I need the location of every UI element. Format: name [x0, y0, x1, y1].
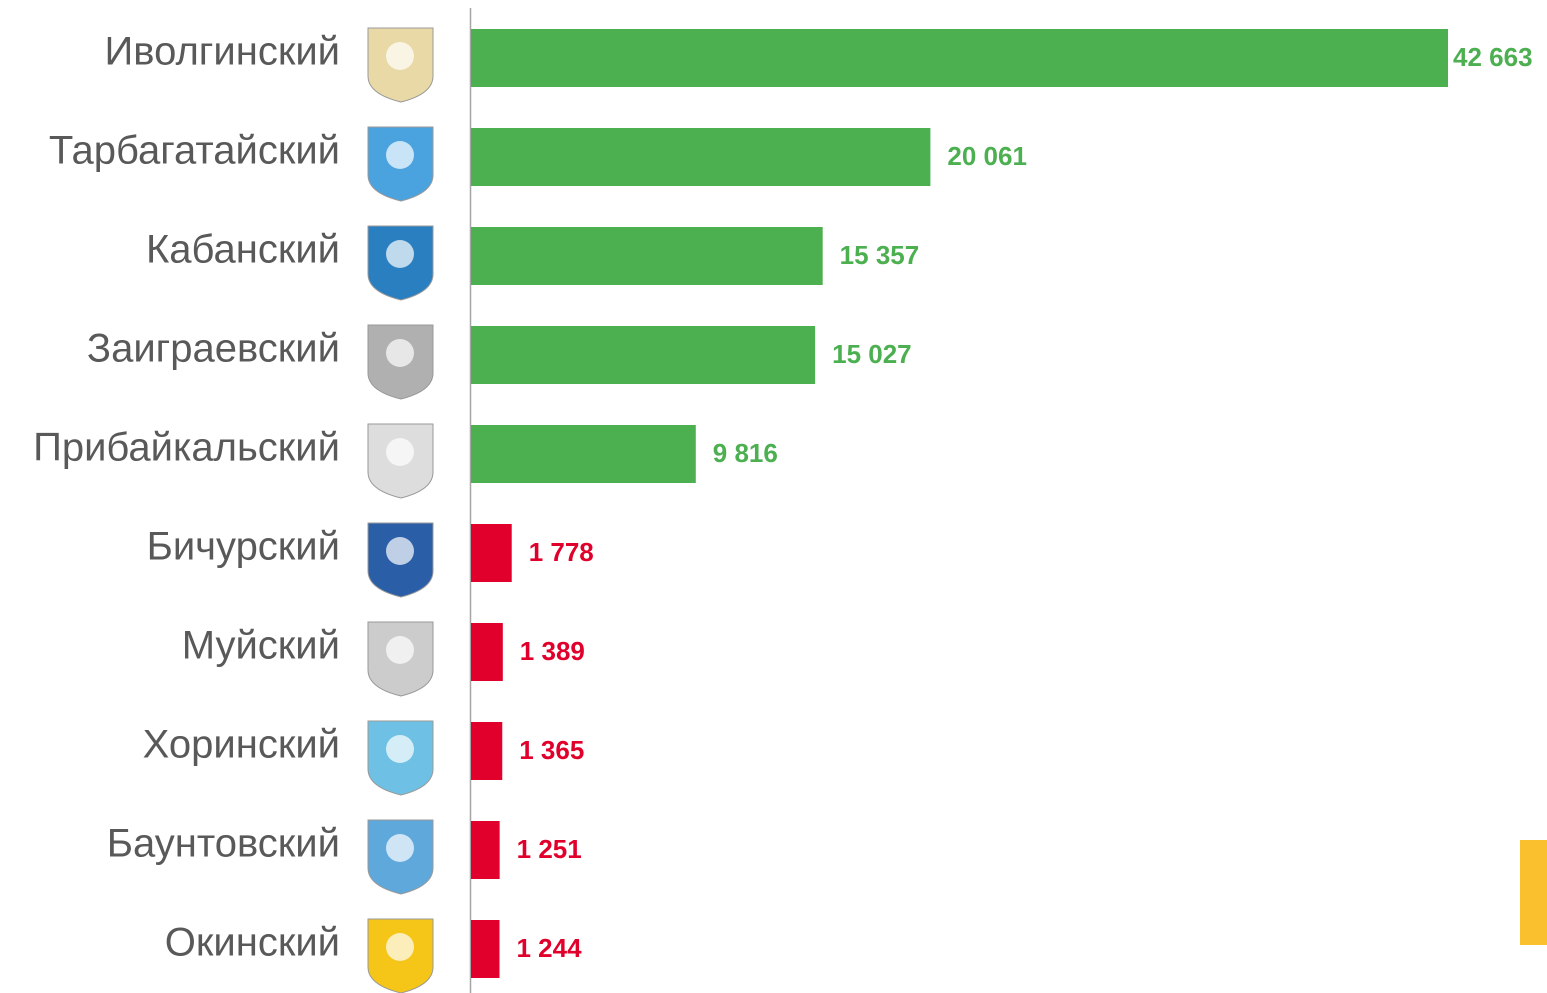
emblem-detail: [386, 537, 414, 565]
emblem-detail: [386, 240, 414, 268]
category-label: Кабанский: [146, 228, 340, 272]
category-label: Иволгинский: [105, 30, 340, 74]
value-label: 1 251: [517, 834, 582, 864]
emblem-detail: [386, 141, 414, 169]
value-label: 1 244: [516, 933, 582, 963]
bar: [471, 128, 931, 186]
category-label: Заиграевский: [87, 327, 340, 371]
value-label: 1 365: [519, 735, 584, 765]
category-label: Тарбагатайский: [49, 129, 340, 173]
bar: [471, 524, 512, 582]
value-label: 42 663: [1453, 42, 1533, 72]
category-label: Прибайкальский: [33, 426, 340, 470]
emblem-detail: [386, 933, 414, 961]
value-label: 20 061: [947, 141, 1027, 171]
category-label: Окинский: [165, 921, 340, 965]
emblem-detail: [386, 42, 414, 70]
bar: [471, 920, 500, 978]
bar: [471, 227, 823, 285]
category-label: Баунтовский: [107, 822, 340, 866]
value-label: 15 357: [840, 240, 920, 270]
emblem-detail: [386, 834, 414, 862]
bar: [471, 623, 503, 681]
value-label: 15 027: [832, 339, 912, 369]
value-label: 1 778: [529, 537, 594, 567]
bar: [471, 326, 816, 384]
category-label: Муйский: [182, 624, 340, 668]
emblem-detail: [386, 636, 414, 664]
value-label: 1 389: [520, 636, 585, 666]
value-label: 9 816: [713, 438, 778, 468]
bar: [471, 29, 1448, 87]
category-label: Бичурский: [147, 525, 340, 569]
emblem-detail: [386, 339, 414, 367]
emblem-detail: [386, 438, 414, 466]
emblem-detail: [386, 735, 414, 763]
bar: [471, 722, 503, 780]
decor-block: [1520, 840, 1547, 945]
bar: [471, 425, 696, 483]
bar: [471, 821, 500, 879]
category-label: Хоринский: [143, 723, 340, 767]
